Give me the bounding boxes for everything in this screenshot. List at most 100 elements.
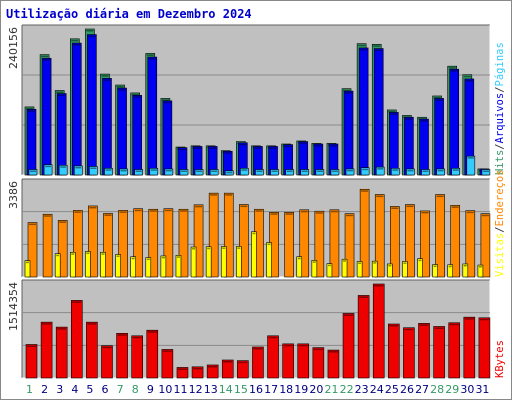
bar-kbytes <box>448 322 461 379</box>
bar-hits-top-shade <box>343 89 351 92</box>
bar-paginas <box>28 169 38 176</box>
bar-paginas <box>104 168 113 176</box>
bar-kbytes-top-shade <box>117 334 127 336</box>
bar-paginas-body <box>179 169 189 176</box>
x-tick-label: 7 <box>117 383 124 396</box>
bar-enderecos-body <box>420 210 430 278</box>
bar-kbytes-body <box>342 313 355 379</box>
bar-kbytes-top-shade <box>479 318 489 321</box>
bar-enderecos-body <box>390 206 400 278</box>
bar-arquivos <box>41 57 52 176</box>
x-tick-label: 24 <box>370 383 384 396</box>
bar-visitas-top-shade <box>327 264 331 267</box>
bar-kbytes-top-shade <box>283 344 293 347</box>
bar-hits-top-shade <box>26 107 33 110</box>
bar-hits-top-shade <box>41 55 49 58</box>
bar-enderecos <box>133 208 143 278</box>
bar-enderecos <box>480 213 491 278</box>
bar-enderecos-body <box>133 208 143 278</box>
bar-visitas-body <box>251 231 257 278</box>
bar-kbytes <box>131 335 143 379</box>
bar-arquivos-top-shade <box>73 44 81 46</box>
bar-paginas <box>43 164 53 176</box>
bar-arquivos-body <box>87 34 97 176</box>
bar-paginas-body <box>104 168 113 176</box>
bar-kbytes-body <box>297 343 310 379</box>
bar-arquivos-top-shade <box>239 143 247 146</box>
bar-paginas-body <box>391 168 400 176</box>
bar-kbytes-body <box>25 344 38 379</box>
bar-visitas <box>296 256 303 278</box>
bar-kbytes-body <box>388 323 400 379</box>
bar-enderecos-top-shade <box>330 210 338 213</box>
bar-paginas <box>194 169 204 176</box>
bar-visitas <box>145 257 152 278</box>
bar-visitas-body <box>220 246 227 278</box>
bar-kbytes-top-shade <box>389 324 399 327</box>
bar-kbytes <box>312 347 325 379</box>
bar-kbytes <box>252 346 264 379</box>
bar-paginas-top-shade <box>362 168 369 171</box>
bar-hits-top-shade <box>463 75 471 78</box>
bar-paginas-body <box>375 166 385 176</box>
bar-enderecos <box>103 213 113 278</box>
bar-enderecos-body <box>299 209 310 278</box>
bar-visitas-body <box>175 255 182 278</box>
bar-visitas-body <box>266 242 272 278</box>
bar-visitas-body <box>115 254 121 278</box>
bar-kbytes <box>327 349 340 379</box>
bar-paginas-body <box>285 169 294 176</box>
bar-paginas-top-shade <box>135 170 142 173</box>
bar-enderecos-body <box>359 188 370 278</box>
x-tick-label: 6 <box>102 383 109 396</box>
bar-paginas-body <box>240 168 249 176</box>
bar-hits-top-shade <box>146 54 154 56</box>
bar-enderecos <box>390 206 400 278</box>
bar-arquivos-top-shade <box>254 147 262 149</box>
series-label-top: Hits/Arquivos/Páginas <box>494 42 506 175</box>
bar-paginas-top-shade <box>150 169 157 171</box>
bar-hits-top-shade <box>388 110 396 113</box>
bar-visitas-top-shade <box>192 248 196 250</box>
bar-paginas <box>224 170 234 176</box>
bar-hits-top-shade <box>448 67 456 69</box>
bar-paginas-body <box>406 168 415 176</box>
bar-visitas-body <box>417 258 423 278</box>
bar-paginas-body <box>43 164 53 176</box>
bar-enderecos-top-shade <box>451 206 459 208</box>
bar-kbytes-top-shade <box>102 346 112 349</box>
bar-enderecos-body <box>178 208 189 278</box>
bar-enderecos-top-shade <box>270 213 278 215</box>
bar-paginas-body <box>73 165 83 176</box>
bar-enderecos-body <box>148 208 159 278</box>
bar-enderecos <box>405 204 415 278</box>
bar-kbytes-top-shade <box>328 351 338 353</box>
bar-arquivos-top-shade <box>390 113 398 115</box>
bar-kbytes <box>70 300 83 379</box>
bar-paginas-body <box>149 168 159 176</box>
bar-kbytes <box>463 316 476 379</box>
bar-paginas <box>73 165 83 176</box>
bar-enderecos <box>118 210 128 278</box>
bar-enderecos-body <box>57 220 68 278</box>
bar-hits-top-shade <box>116 86 124 88</box>
bar-paginas-body <box>194 169 204 176</box>
bar-hits-top-shade <box>131 93 139 96</box>
bar-arquivos-top-shade <box>314 144 322 147</box>
bar-kbytes-body <box>252 346 264 379</box>
bar-paginas <box>300 169 310 176</box>
bar-paginas-body <box>209 169 219 176</box>
bar-visitas <box>326 263 333 278</box>
bar-visitas-body <box>387 263 393 278</box>
bar-kbytes <box>403 327 415 379</box>
bar-paginas-body <box>421 169 430 176</box>
bar-arquivos-top-shade <box>269 147 277 149</box>
bar-kbytes <box>55 326 68 379</box>
bar-enderecos-body <box>314 210 325 278</box>
bar-enderecos <box>374 194 385 278</box>
bar-visitas-top-shade <box>403 262 407 264</box>
bar-arquivos-top-shade <box>360 48 368 51</box>
bar-kbytes <box>86 321 98 379</box>
series-label-part: Endereços <box>494 170 506 227</box>
